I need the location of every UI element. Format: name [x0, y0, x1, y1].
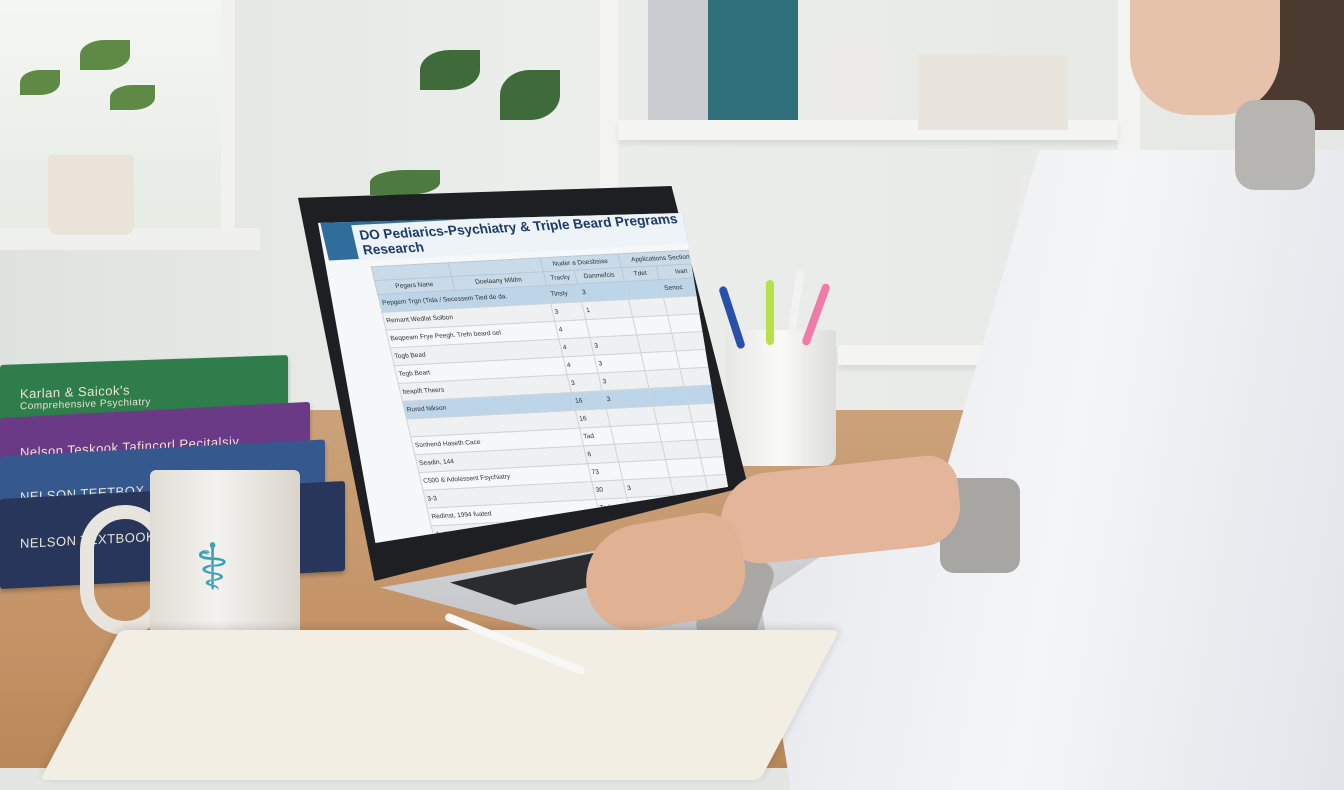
table-cell [640, 350, 681, 371]
table-cell: 3 [566, 373, 603, 393]
plant-leaf [110, 85, 155, 110]
plant-pot [818, 45, 893, 120]
table-cell: 4 [554, 319, 590, 340]
turtleneck-collar [1235, 100, 1315, 190]
table-cell [644, 368, 685, 389]
person-face [1130, 0, 1280, 115]
pen-cup [726, 330, 836, 466]
plant-leaf [20, 70, 60, 95]
laptop-screen[interactable]: DO Pediarics-Psychiatry & Triple Beard P… [318, 213, 728, 543]
open-notebook [40, 630, 840, 780]
table-cell: 30 [591, 479, 627, 500]
table-cell [652, 404, 693, 425]
table-cell [624, 279, 664, 300]
table-cell: 6 [583, 444, 619, 464]
plant-leaf [370, 170, 440, 195]
table-cell: 3 [550, 301, 586, 322]
mug: ⚕ [150, 470, 300, 660]
caduceus-icon: ⚕ [195, 531, 230, 603]
plant-leaf [420, 50, 480, 90]
table-cell [665, 457, 705, 478]
table-cell: 4 [562, 355, 599, 375]
table-cell: Tad [578, 426, 615, 446]
plant-leaf [80, 40, 130, 70]
table-cell: 16 [570, 390, 607, 411]
table-cell [628, 297, 668, 318]
book-stack [918, 55, 1068, 130]
table-cell: 4 [558, 337, 595, 357]
table-cell [636, 333, 677, 353]
table-cell [656, 422, 697, 442]
highlighter [766, 280, 774, 345]
table-cell: 16 [574, 408, 611, 429]
table-cell [661, 439, 701, 460]
shelf-books [708, 0, 798, 120]
table-cell [632, 315, 673, 336]
table-cell: Tinsty [546, 284, 582, 304]
table-cell: 73 [587, 462, 623, 482]
table-cell [648, 386, 689, 407]
shelf-books [648, 0, 708, 120]
plant-leaf [500, 70, 560, 120]
plant-pot [48, 155, 134, 235]
